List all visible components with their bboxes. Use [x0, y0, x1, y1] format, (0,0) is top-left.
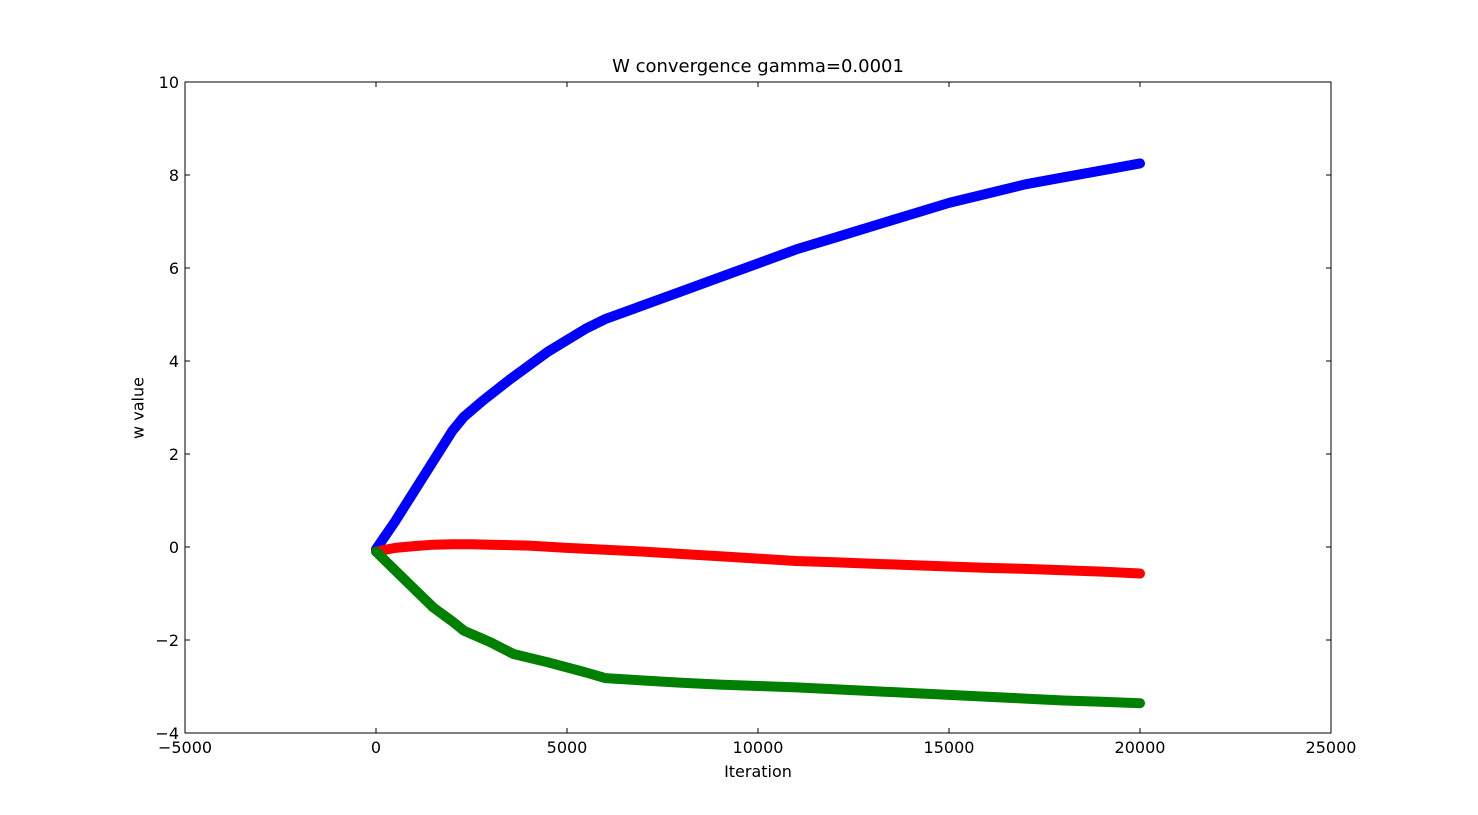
y-axis-label: w value [128, 377, 148, 439]
y-tick-label: 2 [169, 445, 179, 464]
x-tick-label: 0 [371, 738, 381, 757]
series-layer [371, 158, 1145, 709]
ticks-layer: −5000 0 5000 10000 15000 20000 25000 −4 −2 0 2 4 6 8 1… [155, 73, 1356, 757]
y-tick-label: −4 [155, 724, 179, 743]
y-tick-label: 0 [169, 538, 179, 557]
x-tick-label: 10000 [733, 738, 784, 757]
chart-title: W convergence gamma=0.0001 [612, 56, 904, 77]
x-axis-label: Iteration [724, 762, 792, 781]
x-tick-label: −5000 [158, 738, 212, 757]
y-tick-label: 8 [169, 166, 179, 185]
y-tick-label: 4 [169, 352, 179, 371]
axes-frame [184, 81, 1332, 734]
y-tick-label: 6 [169, 259, 179, 278]
x-tick-label: 5000 [547, 738, 588, 757]
x-tick-label: 20000 [1115, 738, 1166, 757]
series-line-3 [371, 546, 1145, 709]
x-tick-label: 15000 [924, 738, 975, 757]
x-tick-label: 25000 [1306, 738, 1357, 757]
y-tick-label: 10 [159, 73, 179, 92]
series-line-1 [371, 158, 1145, 555]
y-tick-label: −2 [155, 631, 179, 650]
series-line-2 [371, 539, 1145, 579]
